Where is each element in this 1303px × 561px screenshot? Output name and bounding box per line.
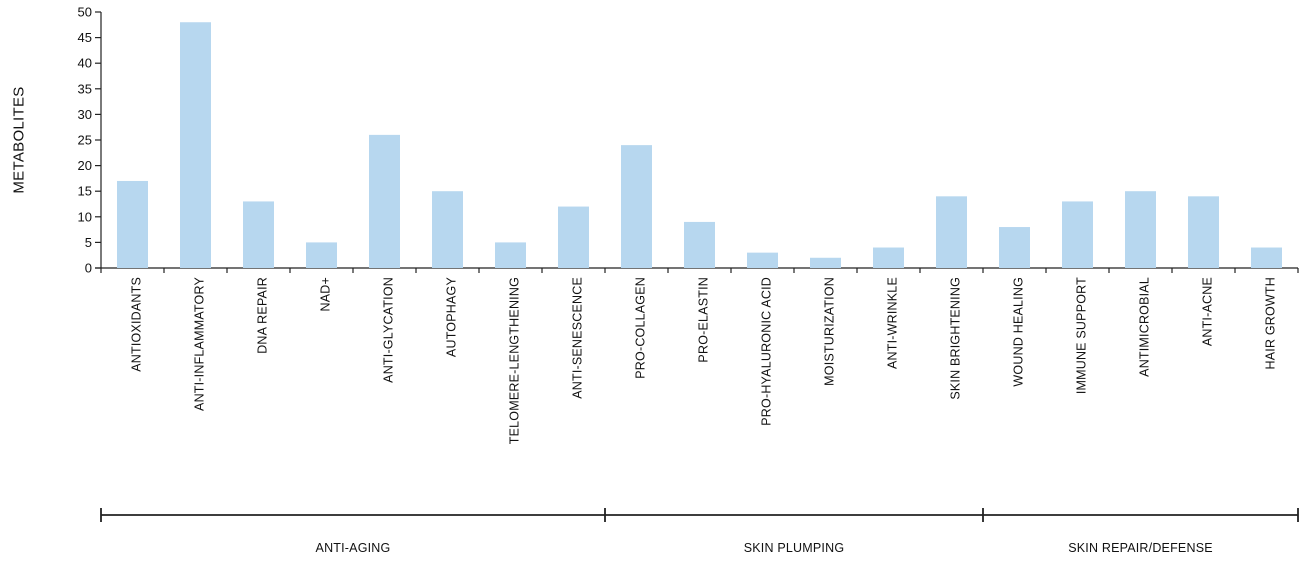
category-labels: ANTIOXIDANTS ANTI-INFLAMMATORY DNA REPAIR N…: [130, 277, 1278, 445]
x-tick-label: TELOMERE-LENGTHENING: [508, 277, 522, 444]
bar: [180, 22, 211, 268]
x-axis: [95, 267, 1299, 273]
bar: [621, 145, 652, 268]
y-tick-label: 30: [78, 107, 92, 122]
bar: [558, 206, 589, 268]
bar: [810, 257, 841, 268]
x-tick-label: MOISTURIZATION: [823, 277, 837, 386]
x-tick-label: IMMUNE SUPPORT: [1075, 277, 1089, 394]
group-label: SKIN PLUMPING: [744, 541, 845, 555]
group-label: ANTI-AGING: [316, 541, 391, 555]
y-tick-label: 5: [85, 235, 92, 250]
x-tick-label: ANTI-INFLAMMATORY: [193, 277, 207, 411]
bar: [117, 180, 148, 268]
x-tick-label: ANTI-SENESCENCE: [571, 277, 585, 399]
y-tick-label: 25: [78, 133, 92, 148]
bar: [1062, 201, 1093, 268]
bar: [999, 227, 1030, 268]
y-tick-label: 50: [78, 5, 92, 20]
y-tick-label: 10: [78, 209, 92, 224]
bar: [306, 242, 337, 268]
x-tick-label: DNA REPAIR: [256, 277, 270, 354]
bar: [747, 252, 778, 268]
y-tick-label: 35: [78, 81, 92, 96]
bars: [117, 22, 1282, 268]
y-tick-label: 15: [78, 184, 92, 199]
y-axis-label: METABOLITES: [11, 86, 28, 193]
x-tick-label: NAD+: [319, 277, 333, 312]
x-tick-label: ANTIMICROBIAL: [1138, 277, 1152, 377]
x-tick-label: PRO-COLLAGEN: [634, 277, 648, 379]
bar: [369, 134, 400, 268]
x-tick-label: PRO-ELASTIN: [697, 277, 711, 363]
x-tick-label: WOUND HEALING: [1012, 277, 1026, 387]
x-tick-label: ANTI-GLYCATION: [382, 277, 396, 383]
y-tick-label: 20: [78, 158, 92, 173]
x-tick-label: ANTI-ACNE: [1201, 277, 1215, 346]
y-tick-label: 0: [85, 261, 92, 276]
y-tick-label: 45: [78, 30, 92, 45]
bar: [684, 221, 715, 268]
group-axis: ANTI-AGING SKIN PLUMPING SKIN REPAIR/DEFEN…: [100, 508, 1299, 555]
group-label: SKIN REPAIR/DEFENSE: [1068, 541, 1213, 555]
bar: [936, 196, 967, 268]
y-axis: 0 5 10 15 20 25 30 35 40 45 50: [78, 5, 102, 276]
x-tick-label: PRO-HYALURONIC ACID: [760, 277, 774, 426]
bar: [243, 201, 274, 268]
bar: [495, 242, 526, 268]
bar: [432, 191, 463, 268]
bar: [1188, 196, 1219, 268]
x-tick-label: ANTIOXIDANTS: [130, 277, 144, 372]
bar: [873, 247, 904, 268]
bar: [1251, 247, 1282, 268]
x-tick-label: HAIR GROWTH: [1264, 277, 1278, 369]
bar: [1125, 191, 1156, 268]
x-tick-label: ANTI-WRINKLE: [886, 277, 900, 369]
y-tick-label: 40: [78, 56, 92, 71]
x-tick-label: SKIN BRIGHTENING: [949, 277, 963, 400]
x-tick-label: AUTOPHAGY: [445, 277, 459, 358]
